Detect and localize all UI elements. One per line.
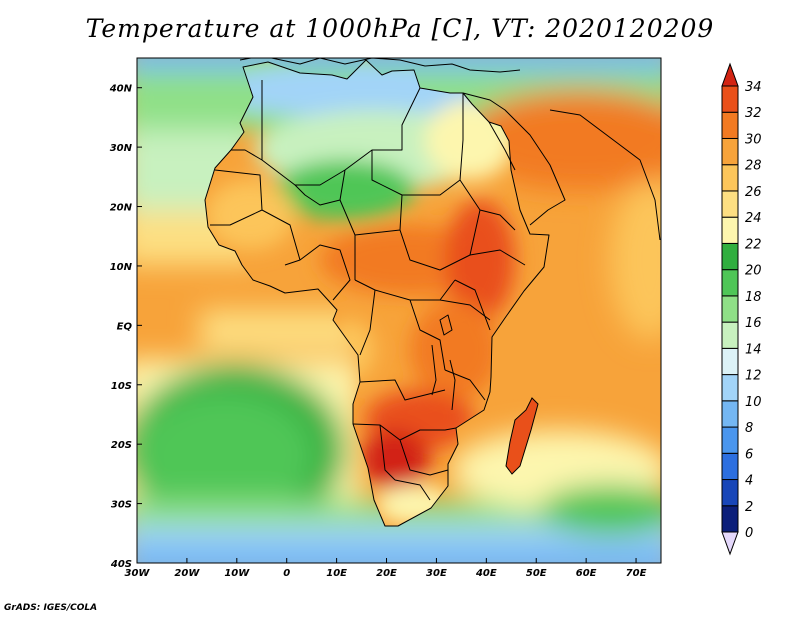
colorbar-swatch xyxy=(721,85,739,113)
latitude-axis: 40N 30N 20N 10N EQ 10S 20S 30S 40S xyxy=(109,84,142,570)
colorbar-label: 24 xyxy=(745,211,762,226)
colorbar-swatch xyxy=(721,505,739,533)
lat-tick-label: 20N xyxy=(110,203,133,214)
lon-tick-label: 20W xyxy=(174,568,200,579)
lon-tick-label: 10E xyxy=(326,568,347,579)
colorbar-swatch xyxy=(721,295,739,323)
colorbar-label: 14 xyxy=(745,342,762,357)
madagascar xyxy=(505,397,539,475)
borders-east xyxy=(444,209,526,401)
colorbar-swatch xyxy=(721,347,739,376)
ocean-temperature xyxy=(137,58,661,563)
country-boundaries xyxy=(204,58,661,527)
colorbar-swatch xyxy=(721,452,739,481)
colorbar-label: 8 xyxy=(745,421,753,436)
lat-tick-label: 30N xyxy=(110,143,133,154)
colorbar-label: 4 xyxy=(745,474,753,489)
colorbar-swatch xyxy=(721,137,739,166)
borders-north xyxy=(231,80,464,206)
longitude-axis: 30W 20W 10W 0 10E 20E 30E 40E 50E 60E 70E xyxy=(125,558,647,579)
colorbar-label: 34 xyxy=(745,80,762,95)
map-title: Temperature at 1000hPa [C], VT: 20201202… xyxy=(85,14,715,43)
lat-tick-label: 20S xyxy=(111,440,132,451)
colorbar-label: 0 xyxy=(745,526,753,541)
lon-tick-label: 20E xyxy=(376,568,397,579)
colorbar-swatch xyxy=(721,111,739,139)
colorbar-swatch xyxy=(721,400,739,428)
colorbar-label: 28 xyxy=(745,159,762,174)
coastline-europe xyxy=(239,58,521,73)
colorbar-label: 22 xyxy=(745,237,762,252)
colorbar-swatch xyxy=(721,426,739,454)
colorbar-label: 26 xyxy=(745,185,762,200)
colorbar-label: 6 xyxy=(745,447,753,462)
lat-tick-label: EQ xyxy=(117,321,133,332)
colorbar-label: 10 xyxy=(745,395,762,410)
colorbar-label: 20 xyxy=(745,264,762,279)
colorbar-swatch xyxy=(721,479,739,507)
colorbar-label: 12 xyxy=(745,369,762,384)
colorbar-swatch xyxy=(721,374,739,402)
colorbar-swatch xyxy=(721,164,739,192)
colorbar-label: 18 xyxy=(745,290,762,305)
lon-tick-label: 60E xyxy=(576,568,597,579)
colorbar-swatch xyxy=(721,242,739,271)
lat-tick-label: 40N xyxy=(109,84,133,95)
plot-frame xyxy=(136,57,662,564)
colorbar-swatch xyxy=(721,190,739,218)
lat-tick-label: 10S xyxy=(111,381,132,392)
lon-tick-label: 10W xyxy=(224,568,250,579)
coastline-africa xyxy=(204,59,550,527)
colorbar-label: 16 xyxy=(745,316,762,331)
colorbar-label: 30 xyxy=(745,132,762,147)
colorbar-label: 2 xyxy=(745,500,753,515)
colorbar-swatch xyxy=(721,269,739,297)
great-lakes xyxy=(431,314,456,411)
lon-tick-label: 30E xyxy=(426,568,447,579)
lat-tick-label: 10N xyxy=(110,262,133,273)
lon-tick-label: 30W xyxy=(125,568,151,579)
temperature-field xyxy=(137,58,661,563)
colorbar-swatch xyxy=(721,321,739,349)
borders-central xyxy=(354,179,491,371)
borders-south xyxy=(352,379,457,501)
lon-tick-label: 40E xyxy=(475,568,497,579)
colorbar-under-triangle xyxy=(721,531,739,556)
colorbar-label: 32 xyxy=(745,106,762,121)
colorbar-over-triangle xyxy=(721,62,739,87)
lon-tick-label: 0 xyxy=(283,568,290,579)
grads-credit: GrADS: IGES/COLA xyxy=(4,603,98,613)
lat-tick-label: 30S xyxy=(111,500,132,511)
lon-tick-label: 70E xyxy=(626,568,647,579)
lat-tick-label: 40S xyxy=(110,559,132,570)
coastline-arabia xyxy=(462,92,661,241)
borders-west xyxy=(210,169,356,301)
colorbar-swatch xyxy=(721,216,739,244)
lon-tick-label: 50E xyxy=(526,568,547,579)
